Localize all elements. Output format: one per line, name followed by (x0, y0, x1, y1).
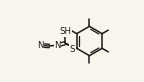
Text: N: N (37, 41, 43, 50)
Text: SH: SH (59, 27, 71, 36)
Text: N: N (54, 41, 61, 50)
Text: S: S (70, 45, 75, 54)
